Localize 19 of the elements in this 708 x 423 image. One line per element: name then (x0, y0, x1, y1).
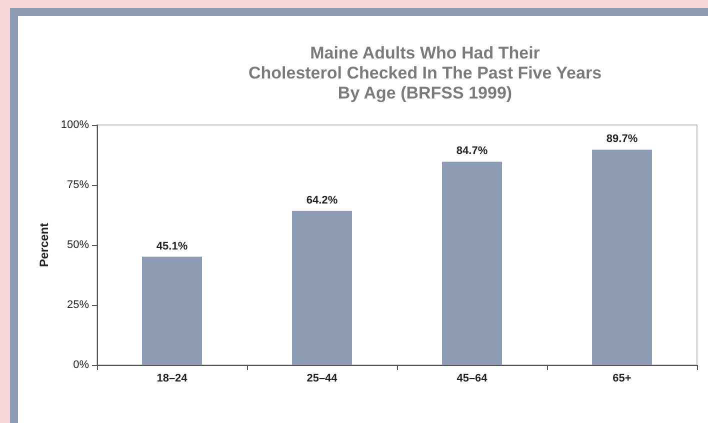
bar (142, 256, 202, 365)
x-tick-label: 45–64 (456, 372, 488, 384)
data-label: 89.7% (606, 133, 638, 146)
x-tick-label: 18–24 (156, 372, 188, 384)
y-tick-label: 50% (66, 239, 90, 251)
y-tick-label: 75% (66, 179, 90, 191)
bar (592, 150, 652, 365)
data-label: 84.7% (456, 145, 488, 158)
chart-title: Maine Adults Who Had Their Cholesterol Checked In The Past Five Years By Age (BRFSS 1999) (248, 44, 602, 102)
x-tick-label: 65+ (612, 372, 632, 384)
y-tick-label: 25% (66, 299, 90, 311)
bar (292, 210, 352, 365)
data-label: 45.1% (156, 240, 188, 252)
y-axis-title: Percent (36, 222, 51, 268)
y-tick-label: 0% (73, 359, 90, 371)
y-tick-label: 100% (60, 119, 90, 131)
data-label: 64.2% (306, 194, 338, 206)
bar (442, 162, 502, 365)
x-tick-label: 25–44 (306, 372, 338, 384)
